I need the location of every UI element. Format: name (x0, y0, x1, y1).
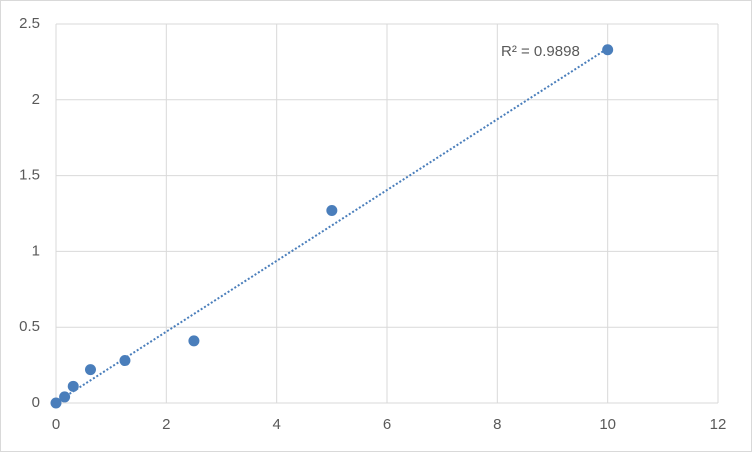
point (119, 355, 131, 367)
x-tick-label: 8 (493, 416, 501, 433)
y-tick-label: 0 (32, 394, 40, 411)
y-tick-label: 2.5 (19, 15, 40, 32)
point (602, 44, 614, 56)
x-tick-label: 10 (599, 416, 616, 433)
point (84, 364, 96, 376)
annotation: R² = 0.9898 (501, 43, 580, 60)
x-tick-label: 12 (710, 416, 727, 433)
x-tick-label: 2 (162, 416, 170, 433)
point (326, 204, 338, 216)
point (188, 335, 200, 347)
y-tick-label: 1 (32, 242, 40, 259)
trendline (55, 47, 609, 404)
point (59, 391, 71, 403)
y-tick-label: 2 (32, 91, 40, 108)
y-tick-label: 0.5 (19, 318, 40, 335)
x-tick-label: 6 (383, 416, 391, 433)
point (67, 380, 79, 392)
x-tick-label: 4 (272, 416, 280, 433)
y-tick-label: 1.5 (19, 167, 40, 184)
x-tick-label: 0 (52, 416, 60, 433)
point (50, 397, 62, 409)
